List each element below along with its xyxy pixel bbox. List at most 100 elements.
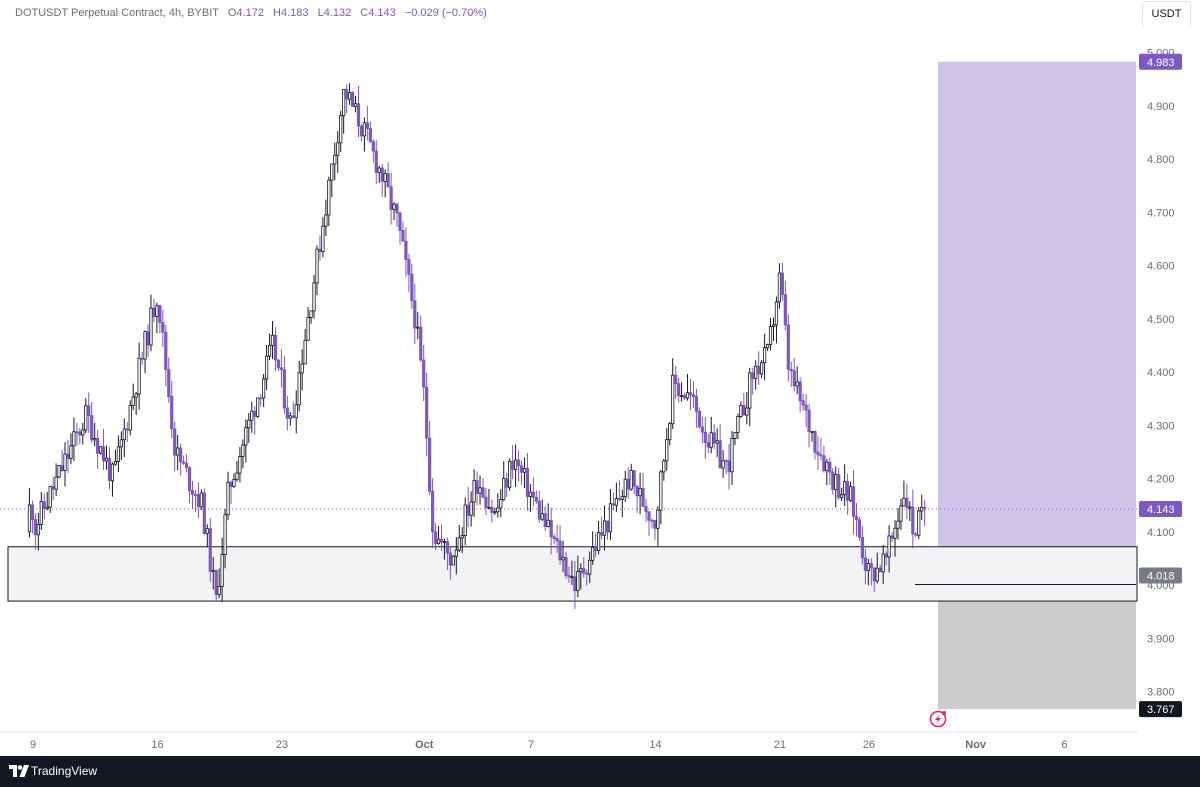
candle-body bbox=[226, 481, 230, 516]
candle-body bbox=[164, 331, 168, 370]
x-tick-label: 14 bbox=[649, 739, 661, 751]
candle-body bbox=[84, 405, 88, 431]
candle-body bbox=[273, 334, 278, 361]
candle-body bbox=[700, 426, 704, 433]
candle-body bbox=[757, 365, 761, 375]
candle-body bbox=[721, 460, 725, 469]
candle-body bbox=[445, 541, 450, 554]
candles-group bbox=[27, 83, 927, 609]
candle-body bbox=[57, 465, 61, 478]
flash-event-icon[interactable] bbox=[929, 710, 947, 728]
candle-body bbox=[804, 404, 808, 411]
candle-body bbox=[362, 122, 367, 137]
candle-body bbox=[380, 167, 384, 182]
candle-body bbox=[543, 513, 547, 527]
currency-button[interactable]: USDT bbox=[1142, 1, 1191, 27]
candle-body bbox=[116, 446, 120, 462]
candle-body bbox=[428, 437, 432, 492]
candle-body bbox=[745, 407, 749, 416]
candle-body bbox=[377, 167, 381, 173]
candle-body bbox=[161, 322, 165, 333]
candle-body bbox=[585, 572, 589, 575]
profit-zone[interactable] bbox=[938, 61, 1136, 576]
y-tick-label: 4.200 bbox=[1147, 474, 1175, 486]
candle-body bbox=[300, 363, 304, 374]
candle-body bbox=[709, 432, 713, 448]
candle-body bbox=[914, 533, 918, 536]
x-tick-label: 23 bbox=[276, 739, 288, 751]
change-value: −0.029 (−0.70%) bbox=[404, 7, 487, 19]
y-tick-label: 4.800 bbox=[1147, 154, 1175, 166]
candle-body bbox=[837, 474, 841, 498]
candle-body bbox=[765, 344, 770, 349]
candle-body bbox=[75, 431, 79, 434]
candle-body bbox=[336, 142, 340, 156]
candle-body bbox=[671, 374, 675, 425]
candle-body bbox=[475, 480, 479, 494]
candle-body bbox=[736, 415, 740, 433]
candle-body bbox=[33, 519, 37, 536]
candle-body bbox=[93, 438, 97, 441]
candle-body bbox=[134, 393, 138, 398]
candle-body bbox=[854, 515, 859, 521]
candle-body bbox=[318, 248, 322, 253]
candle-body bbox=[789, 368, 793, 372]
current-price-tag bbox=[1139, 500, 1182, 517]
candle-body bbox=[368, 128, 372, 143]
candle-body bbox=[786, 324, 790, 370]
candle-body bbox=[359, 125, 364, 137]
candle-body bbox=[795, 381, 799, 387]
time-scale[interactable]: 9 16 23 Oct 7 14 21 26 Nov 6 bbox=[30, 739, 1068, 751]
candle-body bbox=[620, 496, 624, 500]
candle-body bbox=[899, 505, 903, 522]
candle-body bbox=[345, 88, 349, 100]
candle-body bbox=[792, 370, 796, 387]
price-scale[interactable]: 5.0004.9004.8004.7004.6004.5004.4004.300… bbox=[1147, 48, 1175, 699]
candle-body bbox=[419, 326, 423, 361]
candle-body bbox=[875, 567, 879, 582]
candle-body bbox=[137, 357, 141, 395]
candle-body bbox=[81, 429, 85, 436]
demand-zone[interactable] bbox=[7, 546, 1138, 602]
low-label: L bbox=[317, 7, 324, 19]
candle-body bbox=[893, 527, 897, 539]
candle-body bbox=[392, 203, 396, 210]
candle-body bbox=[783, 294, 787, 326]
candle-body bbox=[125, 428, 129, 431]
tradingview-logo-icon[interactable] bbox=[9, 765, 29, 777]
candle-body bbox=[602, 520, 607, 536]
candle-body bbox=[810, 431, 814, 433]
candle-body bbox=[831, 471, 835, 490]
candle-body bbox=[220, 554, 224, 587]
candle-body bbox=[413, 300, 417, 329]
candle-body bbox=[869, 563, 873, 569]
candle-body bbox=[659, 471, 663, 511]
candle-body bbox=[472, 480, 476, 503]
open-label: O bbox=[227, 7, 237, 19]
candle-body bbox=[54, 476, 58, 490]
candle-body bbox=[688, 392, 693, 396]
candle-body bbox=[851, 486, 856, 517]
candle-body bbox=[454, 549, 458, 557]
target-price-tag bbox=[1139, 53, 1182, 70]
candle-body bbox=[499, 499, 503, 509]
x-tick-label: Nov bbox=[965, 739, 987, 751]
candle-body bbox=[238, 456, 242, 474]
candle-body bbox=[902, 497, 906, 507]
candle-body bbox=[484, 496, 488, 508]
candle-body bbox=[167, 369, 171, 397]
candle-body bbox=[140, 357, 144, 360]
candle-body bbox=[469, 501, 473, 516]
price-chart[interactable]: 5.0004.9004.8004.7004.6004.5004.4004.300… bbox=[0, 0, 1200, 756]
stop-price-tag bbox=[1139, 701, 1182, 718]
candle-body bbox=[712, 432, 716, 444]
candle-body bbox=[395, 203, 399, 214]
candle-body bbox=[582, 568, 586, 574]
x-tick-label: 6 bbox=[1062, 739, 1068, 751]
candle-body bbox=[911, 506, 915, 535]
candle-body bbox=[279, 367, 284, 371]
candle-body bbox=[173, 428, 177, 456]
footer-brand[interactable]: TradingView bbox=[31, 764, 98, 778]
candle-body bbox=[591, 546, 595, 561]
candle-body bbox=[537, 500, 541, 520]
